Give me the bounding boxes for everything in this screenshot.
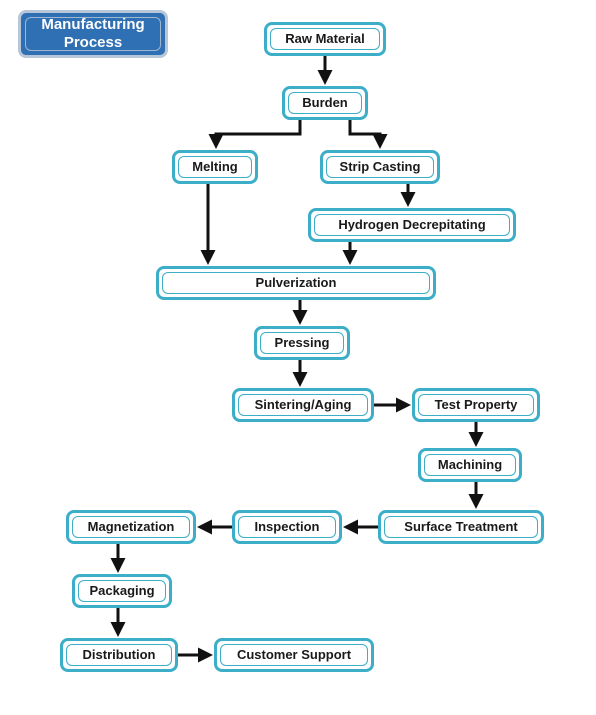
node-label: Burden [302, 95, 348, 111]
node-magnet: Magnetization [66, 510, 196, 544]
node-label: Raw Material [285, 31, 364, 47]
edge-burden-to-strip [350, 120, 380, 146]
node-melting: Melting [172, 150, 258, 184]
node-distrib: Distribution [60, 638, 178, 672]
node-strip: Strip Casting [320, 150, 440, 184]
node-label: Pressing [275, 335, 330, 351]
node-label: Magnetization [88, 519, 175, 535]
node-label: Hydrogen Decrepitating [338, 217, 485, 233]
node-label: Pulverization [256, 275, 337, 291]
node-inspection: Inspection [232, 510, 342, 544]
node-label: Packaging [89, 583, 154, 599]
node-packaging: Packaging [72, 574, 172, 608]
node-pulv: Pulverization [156, 266, 436, 300]
flowchart-canvas: Manufacturing Process Raw Material Burden M… [0, 0, 596, 715]
node-label: Test Property [435, 397, 518, 413]
node-machining: Machining [418, 448, 522, 482]
node-support: Customer Support [214, 638, 374, 672]
node-label: Manufacturing Process [27, 16, 159, 52]
node-label: Machining [438, 457, 502, 473]
node-surface: Surface Treatment [378, 510, 544, 544]
node-title: Manufacturing Process [18, 10, 168, 58]
node-label: Inspection [254, 519, 319, 535]
node-press: Pressing [254, 326, 350, 360]
node-hydrogen: Hydrogen Decrepitating [308, 208, 516, 242]
node-label: Surface Treatment [404, 519, 517, 535]
node-burden: Burden [282, 86, 368, 120]
node-label: Melting [192, 159, 238, 175]
node-raw: Raw Material [264, 22, 386, 56]
node-label: Distribution [83, 647, 156, 663]
node-label: Sintering/Aging [255, 397, 352, 413]
node-testprop: Test Property [412, 388, 540, 422]
node-label: Strip Casting [340, 159, 421, 175]
edge-burden-to-melting [216, 120, 300, 146]
node-label: Customer Support [237, 647, 351, 663]
node-sinter: Sintering/Aging [232, 388, 374, 422]
